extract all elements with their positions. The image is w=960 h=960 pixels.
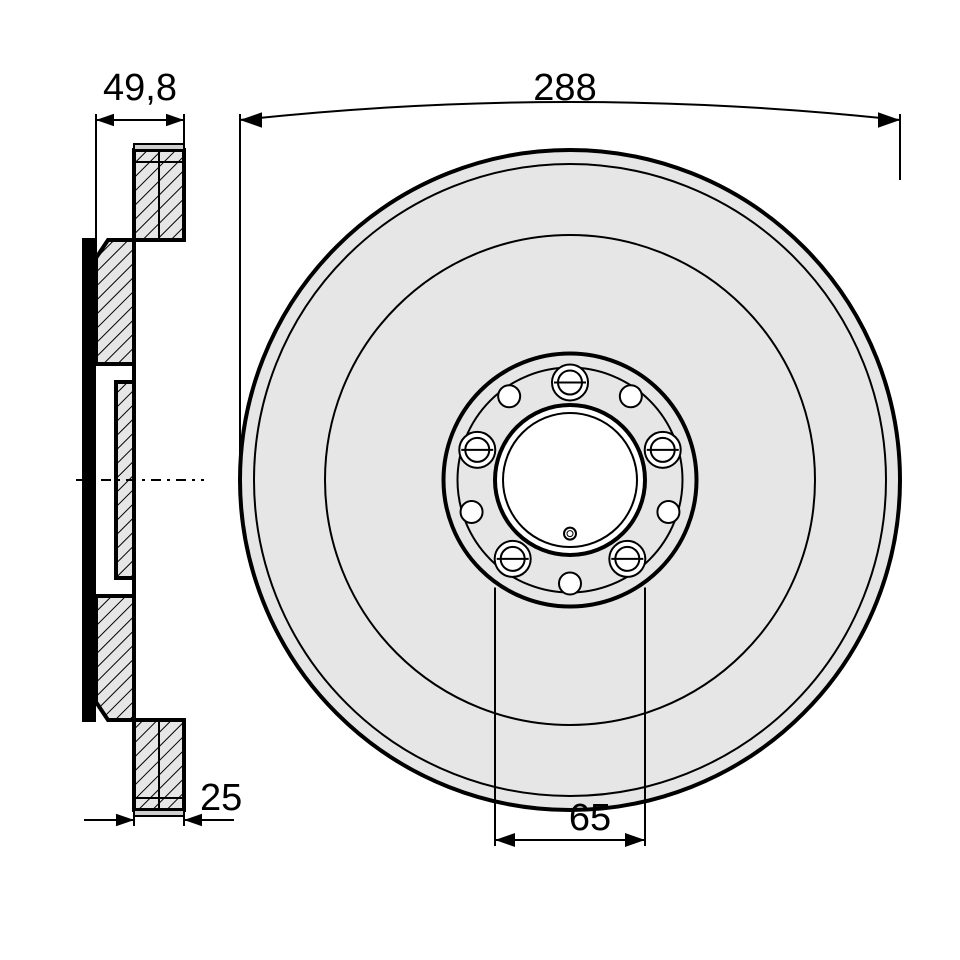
dim-49-8: 49,8: [103, 67, 177, 109]
dim-25: 25: [200, 777, 242, 819]
dim-65: 65: [569, 797, 611, 839]
front-view: [240, 150, 900, 810]
dim-288: 288: [533, 67, 596, 109]
